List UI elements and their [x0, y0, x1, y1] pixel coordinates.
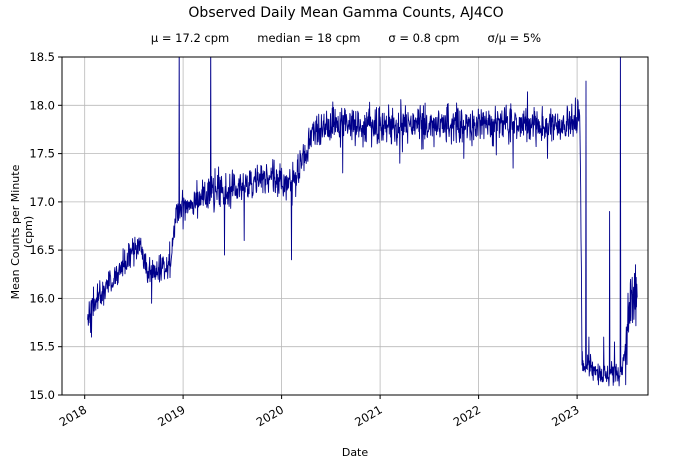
x-tick-label: 2019 — [155, 402, 187, 429]
stat-sigma-over-mu: σ/μ = 5% — [487, 31, 542, 45]
x-tick-label: 2021 — [352, 402, 384, 429]
x-tick-label: 2018 — [57, 402, 89, 429]
y-tick-label: 17.5 — [29, 147, 55, 161]
y-tick-label: 18.0 — [29, 98, 55, 112]
x-tick-label: 2020 — [254, 402, 286, 429]
y-tick-label: 18.5 — [29, 50, 55, 64]
y-tick-label: 17.0 — [29, 195, 55, 209]
x-axis-label: Date — [341, 446, 369, 459]
plot-border — [61, 56, 649, 396]
stat-median: median = 18 cpm — [257, 31, 361, 45]
x-tick-label: 2023 — [549, 402, 581, 429]
x-tick-label: 2022 — [451, 402, 483, 429]
stat-sigma: σ = 0.8 cpm — [388, 31, 460, 45]
chart-subtitle: μ = 17.2 cpm median = 18 cpm σ = 0.8 cpm… — [0, 31, 692, 45]
stat-mu: μ = 17.2 cpm — [150, 31, 230, 45]
data-line — [87, 57, 638, 387]
y-tick-label: 15.5 — [29, 340, 55, 354]
y-tick-label: 16.0 — [29, 291, 55, 305]
chart-title: Observed Daily Mean Gamma Counts, AJ4CO — [188, 5, 504, 21]
y-tick-label: 16.5 — [29, 243, 55, 257]
y-tick-label: 15.0 — [29, 388, 55, 402]
